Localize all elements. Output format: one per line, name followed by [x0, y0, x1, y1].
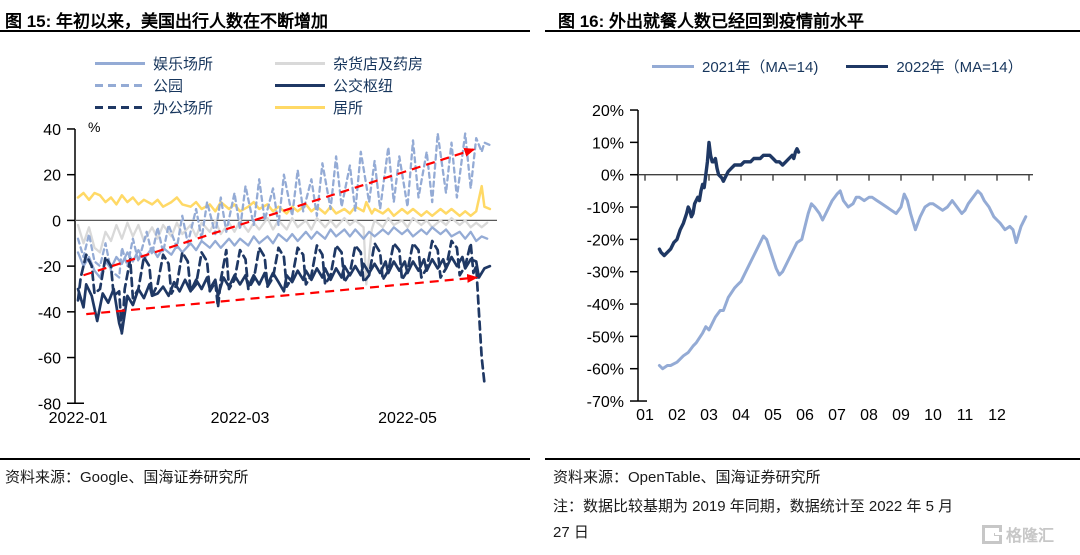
legend-label: 杂货店及药房	[333, 55, 424, 73]
svg-text:-20: -20	[38, 259, 61, 276]
svg-text:-40: -40	[38, 305, 61, 322]
fig16-source: 资料来源：OpenTable、国海证券研究所	[553, 469, 821, 486]
fig16-legend: 2021年（MA=14) 2022年（MA=14）	[652, 56, 1023, 77]
svg-text:0: 0	[52, 213, 61, 230]
svg-text:01: 01	[636, 407, 654, 424]
transit-line-swatch	[275, 83, 325, 87]
fig15-source: 资料来源：Google、国海证券研究所	[5, 469, 249, 486]
legend-item-workplaces: 办公场所	[95, 96, 275, 118]
legend-item-transit: 公交枢纽	[275, 74, 423, 96]
svg-text:2022-01: 2022-01	[49, 410, 108, 427]
svg-text:%: %	[88, 119, 100, 135]
gelonghui-watermark: 格隆汇	[982, 522, 1054, 546]
legend-label: 办公场所	[153, 99, 214, 117]
line-2021-swatch	[652, 64, 694, 69]
legend-item-2022: 2022年（MA=14）	[846, 56, 1023, 77]
svg-text:2022-05: 2022-05	[378, 410, 437, 427]
fig16-title: 图 16: 外出就餐人数已经回到疫情前水平	[558, 12, 865, 31]
svg-text:-20%: -20%	[587, 232, 624, 249]
legend-label: 公园	[153, 77, 184, 95]
parks-line-swatch	[95, 83, 145, 87]
legend-item-residential: 居所	[275, 96, 423, 118]
svg-text:08: 08	[860, 407, 878, 424]
svg-text:03: 03	[700, 407, 718, 424]
fig16-dining-chart: 20% 10% 0% -10% -20% -30% -40% -50% -60% -70% 01 02…	[587, 103, 1033, 424]
fig15-legend: 娱乐场所 公园 办公场所 杂货店及药房 公交枢纽 居所	[95, 52, 423, 118]
legend-item-entertainment: 娱乐场所	[95, 52, 275, 74]
svg-text:-60: -60	[38, 351, 61, 368]
fig16-title-rule	[545, 30, 1080, 32]
svg-text:11: 11	[957, 407, 974, 424]
legend-label: 2021年（MA=14)	[702, 59, 819, 76]
svg-text:20%: 20%	[592, 103, 624, 120]
svg-text:-80: -80	[38, 396, 61, 413]
svg-text:10: 10	[924, 407, 942, 424]
legend-label: 公交枢纽	[333, 77, 394, 95]
fig15-mobility-chart: 40 20 0 -20 -40 -60 -80% 2022-01 2022-03 2022-05	[38, 119, 497, 427]
svg-text:-40%: -40%	[587, 297, 624, 314]
svg-text:05: 05	[764, 407, 782, 424]
legend-label: 居所	[333, 99, 364, 117]
svg-text:-70%: -70%	[587, 394, 624, 411]
entertainment-line-swatch	[95, 61, 145, 65]
fig16-note-line1: 注：数据比较基期为 2019 年同期，数据统计至 2022 年 5 月	[553, 498, 954, 515]
svg-text:-60%: -60%	[587, 362, 624, 379]
svg-text:0%: 0%	[601, 168, 624, 185]
svg-text:20: 20	[43, 168, 61, 185]
gelonghui-logo-icon	[982, 524, 1002, 544]
svg-text:04: 04	[732, 407, 750, 424]
svg-text:09: 09	[892, 407, 910, 424]
svg-text:10%: 10%	[592, 135, 624, 152]
fig16-bottom-rule	[545, 458, 1080, 460]
fig15-bottom-rule	[0, 458, 530, 460]
svg-text:2022-03: 2022-03	[211, 410, 270, 427]
svg-text:06: 06	[796, 407, 814, 424]
gelonghui-logo-text: 格隆汇	[1006, 528, 1055, 545]
svg-text:-10%: -10%	[587, 200, 624, 217]
workplaces-line-swatch	[95, 105, 145, 109]
grocery-line-swatch	[275, 61, 325, 65]
svg-text:-50%: -50%	[587, 329, 624, 346]
legend-label: 娱乐场所	[153, 55, 214, 73]
fig16-note-line2: 27 日	[553, 524, 589, 541]
svg-text:02: 02	[668, 407, 686, 424]
fig15-title: 图 15: 年初以来，美国出行人数在不断增加	[5, 12, 329, 31]
svg-text:12: 12	[988, 407, 1006, 424]
line-2022-swatch	[846, 64, 889, 69]
fig15-title-rule	[0, 30, 530, 32]
legend-label: 2022年（MA=14）	[896, 59, 1023, 76]
svg-text:07: 07	[828, 407, 846, 424]
svg-text:-30%: -30%	[587, 265, 624, 282]
legend-item-2021: 2021年（MA=14)	[652, 56, 818, 77]
legend-item-parks: 公园	[95, 74, 275, 96]
residential-line-swatch	[275, 105, 325, 109]
legend-item-grocery: 杂货店及药房	[275, 52, 423, 74]
svg-text:40: 40	[43, 122, 61, 139]
